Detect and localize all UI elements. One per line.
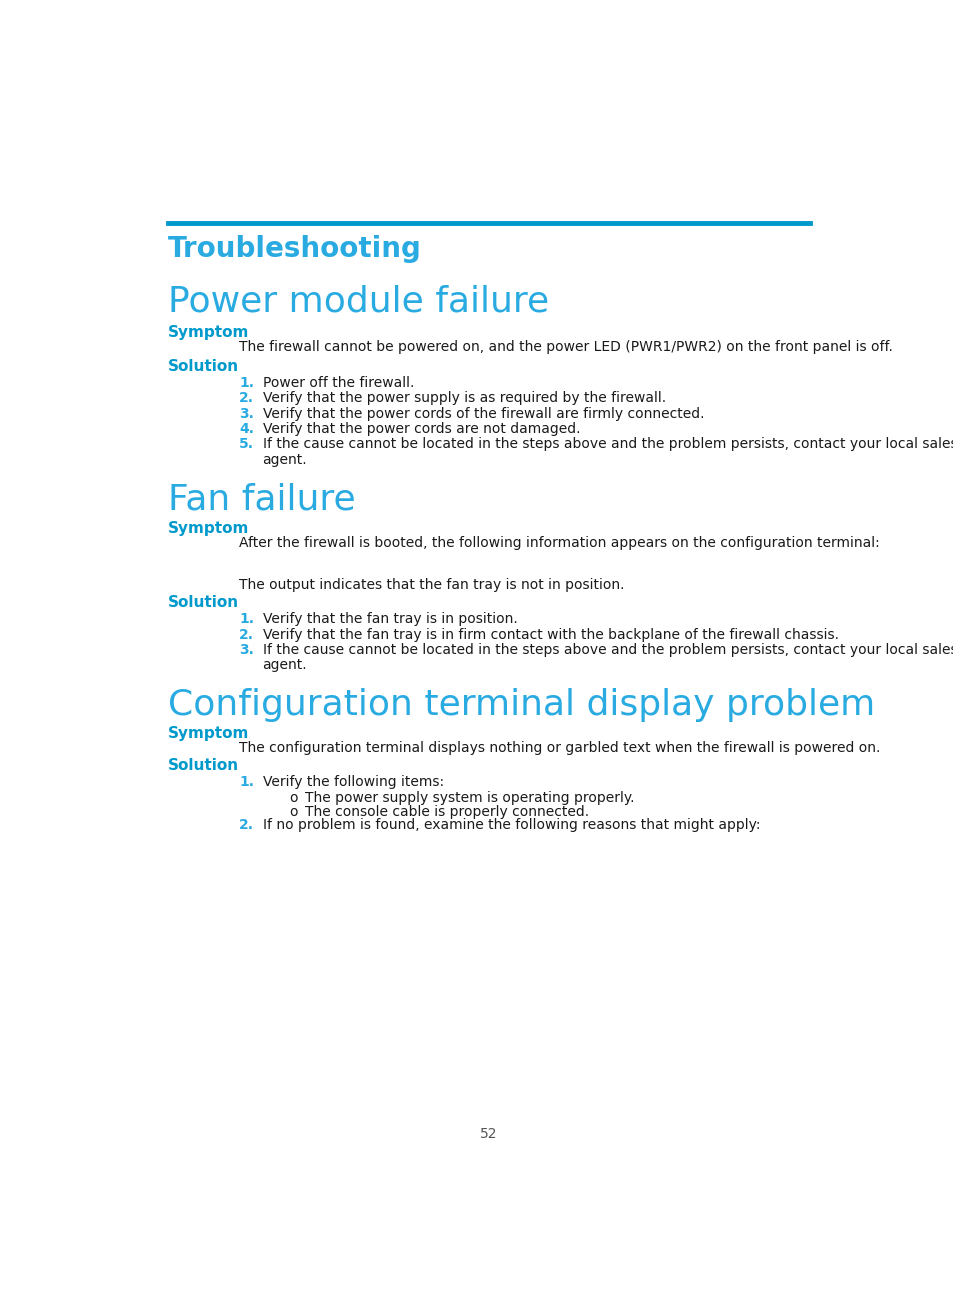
Text: 3.: 3. [239,643,254,657]
Text: Symptom: Symptom [168,521,249,535]
Text: Verify that the fan tray is in firm contact with the backplane of the firewall c: Verify that the fan tray is in firm cont… [262,627,838,642]
Text: Configuration terminal display problem: Configuration terminal display problem [168,688,875,722]
Text: Solution: Solution [168,758,239,774]
Text: 2.: 2. [239,819,254,832]
Text: Solution: Solution [168,595,239,610]
Text: Power off the firewall.: Power off the firewall. [262,376,414,390]
Text: agent.: agent. [262,452,307,467]
Text: Verify that the fan tray is in position.: Verify that the fan tray is in position. [262,612,517,626]
Text: Verify the following items:: Verify the following items: [262,775,443,789]
Text: The console cable is properly connected.: The console cable is properly connected. [305,805,589,819]
Text: 2.: 2. [239,627,254,642]
Text: 1.: 1. [239,376,254,390]
Text: The output indicates that the fan tray is not in position.: The output indicates that the fan tray i… [239,578,624,592]
Text: 3.: 3. [239,407,254,420]
Text: 2.: 2. [239,391,254,406]
Text: After the firewall is booted, the following information appears on the configura: After the firewall is booted, the follow… [239,537,880,550]
Text: 1.: 1. [239,612,254,626]
Text: 5.: 5. [239,437,254,451]
Text: agent.: agent. [262,658,307,673]
Text: o: o [290,791,298,805]
Text: The power supply system is operating properly.: The power supply system is operating pro… [305,791,634,805]
Text: Symptom: Symptom [168,726,249,741]
Text: If the cause cannot be located in the steps above and the problem persists, cont: If the cause cannot be located in the st… [262,643,953,657]
Text: The configuration terminal displays nothing or garbled text when the firewall is: The configuration terminal displays noth… [239,741,880,756]
Text: If the cause cannot be located in the steps above and the problem persists, cont: If the cause cannot be located in the st… [262,437,953,451]
Text: 52: 52 [479,1128,497,1142]
Text: Verify that the power cords are not damaged.: Verify that the power cords are not dama… [262,422,579,435]
Text: If no problem is found, examine the following reasons that might apply:: If no problem is found, examine the foll… [262,819,760,832]
Text: 4.: 4. [239,422,254,435]
Text: Verify that the power cords of the firewall are firmly connected.: Verify that the power cords of the firew… [262,407,703,420]
Text: Troubleshooting: Troubleshooting [168,235,421,263]
Text: o: o [290,805,298,819]
Text: Fan failure: Fan failure [168,482,355,516]
Text: Solution: Solution [168,359,239,373]
Text: The firewall cannot be powered on, and the power LED (PWR1/PWR2) on the front pa: The firewall cannot be powered on, and t… [239,341,892,354]
Text: Power module failure: Power module failure [168,285,549,319]
Text: Verify that the power supply is as required by the firewall.: Verify that the power supply is as requi… [262,391,665,406]
Text: Symptom: Symptom [168,325,249,340]
Text: 1.: 1. [239,775,254,789]
